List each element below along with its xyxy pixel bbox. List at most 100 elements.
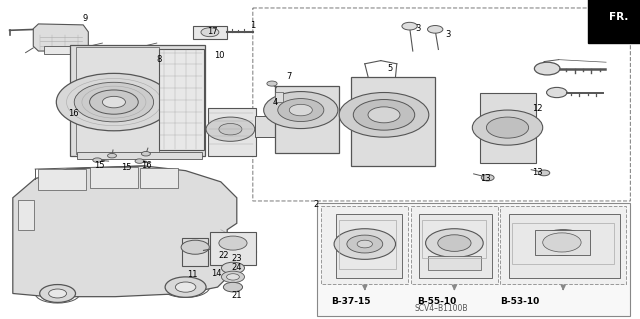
Text: 10: 10 [214, 51, 225, 60]
Bar [18, 200, 34, 230]
Circle shape [357, 240, 372, 248]
Text: 14: 14 [211, 269, 221, 278]
Circle shape [472, 110, 543, 145]
Text: 8: 8 [156, 55, 161, 63]
Text: 1: 1 [250, 21, 255, 30]
Circle shape [428, 26, 443, 33]
Bar [208, 108, 256, 156]
Circle shape [165, 277, 206, 297]
Circle shape [221, 271, 244, 283]
Bar [512, 223, 614, 264]
Circle shape [267, 81, 277, 86]
Text: 16: 16 [68, 109, 79, 118]
Circle shape [543, 233, 581, 252]
Circle shape [219, 236, 247, 250]
Circle shape [538, 170, 550, 176]
Bar [159, 49, 204, 150]
Text: 22: 22 [219, 251, 229, 260]
Text: 3: 3 [415, 24, 420, 33]
Text: 4: 4 [273, 98, 278, 107]
Text: B-55-10: B-55-10 [417, 297, 456, 306]
Bar [275, 86, 339, 153]
Text: 13: 13 [532, 168, 543, 177]
Circle shape [223, 282, 243, 292]
Bar [509, 214, 620, 278]
Polygon shape [33, 24, 88, 51]
Circle shape [201, 28, 219, 37]
Text: 21: 21 [232, 291, 242, 300]
Bar [419, 214, 492, 278]
Circle shape [56, 73, 172, 131]
Text: FR.: FR. [609, 12, 628, 22]
Bar [339, 220, 396, 269]
Circle shape [135, 159, 144, 163]
Bar [411, 206, 498, 284]
Circle shape [534, 62, 560, 75]
Bar [210, 232, 256, 265]
Circle shape [219, 123, 242, 135]
Circle shape [402, 22, 417, 30]
Circle shape [49, 289, 67, 298]
Bar [140, 168, 178, 188]
Text: 3: 3 [445, 30, 451, 39]
Text: 9: 9 [83, 14, 88, 23]
Text: 12: 12 [532, 104, 543, 113]
Circle shape [93, 158, 102, 162]
Text: 5: 5 [388, 64, 393, 73]
Text: 15: 15 [94, 161, 104, 170]
Circle shape [229, 248, 244, 256]
Bar [255, 116, 278, 137]
Circle shape [278, 99, 324, 122]
Circle shape [549, 235, 577, 249]
Bar [76, 47, 159, 154]
Circle shape [102, 96, 125, 108]
Circle shape [108, 153, 116, 158]
Bar [504, 211, 622, 281]
Text: SCV4–B1100B: SCV4–B1100B [415, 304, 468, 313]
Bar [77, 152, 202, 159]
Bar [336, 214, 402, 278]
Circle shape [90, 90, 138, 114]
Bar [321, 206, 408, 284]
Bar [70, 45, 205, 156]
Text: 11: 11 [187, 270, 197, 279]
Bar [193, 26, 227, 39]
Text: 13: 13 [480, 174, 490, 182]
Bar [535, 230, 590, 255]
Circle shape [181, 240, 209, 254]
FancyArrow shape [145, 150, 148, 154]
Polygon shape [13, 166, 237, 297]
FancyArrow shape [140, 161, 147, 162]
Circle shape [206, 117, 255, 141]
Circle shape [538, 230, 589, 255]
Text: B-37-15: B-37-15 [332, 297, 371, 306]
Circle shape [339, 93, 429, 137]
Bar [182, 238, 208, 266]
Text: 2: 2 [314, 200, 319, 209]
Text: 17: 17 [207, 27, 218, 36]
Bar [415, 211, 494, 281]
Bar [351, 77, 435, 166]
Bar [44, 46, 77, 54]
Circle shape [141, 152, 150, 156]
Circle shape [221, 262, 244, 274]
Circle shape [368, 107, 400, 123]
Bar [317, 203, 630, 316]
Text: 24: 24 [232, 263, 242, 272]
Circle shape [175, 282, 196, 292]
Circle shape [227, 274, 239, 280]
Bar [330, 211, 404, 281]
Circle shape [334, 229, 396, 259]
Text: 23: 23 [232, 254, 242, 263]
FancyArrow shape [111, 152, 113, 156]
Circle shape [347, 235, 383, 253]
Bar [90, 167, 138, 188]
Circle shape [481, 174, 494, 181]
Text: 7: 7 [287, 72, 292, 81]
Bar [422, 220, 486, 258]
Circle shape [438, 235, 471, 251]
Circle shape [264, 92, 338, 129]
Bar [275, 92, 283, 102]
Text: 15: 15 [122, 163, 132, 172]
Bar [428, 256, 481, 270]
